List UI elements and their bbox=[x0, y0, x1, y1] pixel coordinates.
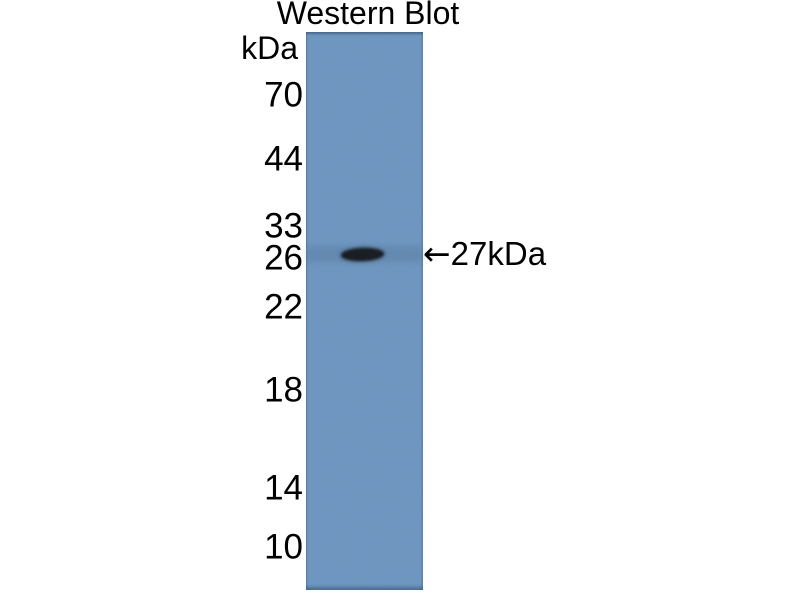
ladder-label-10: 10 bbox=[264, 527, 303, 567]
ladder-label-22: 22 bbox=[264, 287, 303, 327]
ladder-label-44: 44 bbox=[264, 139, 303, 179]
ladder-label-14: 14 bbox=[264, 468, 303, 508]
band-annotation: ←27kDa bbox=[423, 237, 546, 270]
band-annotation-label: 27kDa bbox=[450, 234, 547, 272]
ladder-label-18: 18 bbox=[264, 370, 303, 410]
molecular-weight-ladder: 70 44 33 26 22 18 14 10 bbox=[0, 0, 303, 600]
gel-texture bbox=[306, 32, 423, 590]
axis-unit-label: kDa bbox=[241, 30, 298, 66]
ladder-label-33: 33 bbox=[264, 206, 303, 246]
ladder-label-26: 26 bbox=[264, 238, 303, 278]
figure-title: Western Blot bbox=[276, 0, 460, 31]
gel-lane bbox=[306, 32, 423, 590]
left-arrow-icon: ← bbox=[423, 233, 451, 273]
ladder-label-70: 70 bbox=[264, 75, 303, 115]
